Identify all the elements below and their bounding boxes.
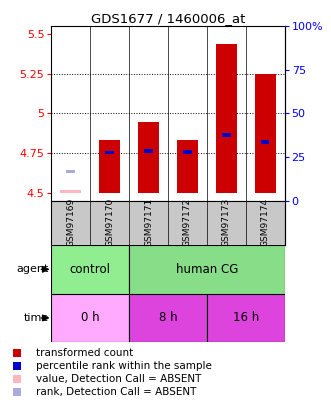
Text: GSM97169: GSM97169 <box>66 198 75 247</box>
Bar <box>99 140 120 193</box>
Text: GSM97171: GSM97171 <box>144 198 153 247</box>
Title: GDS1677 / 1460006_at: GDS1677 / 1460006_at <box>91 12 245 25</box>
Text: 16 h: 16 h <box>233 311 259 324</box>
Text: time: time <box>24 313 49 323</box>
Bar <box>105 151 114 154</box>
Bar <box>60 190 81 193</box>
Bar <box>51 200 285 245</box>
Text: value, Detection Call = ABSENT: value, Detection Call = ABSENT <box>36 374 202 384</box>
Bar <box>51 245 129 294</box>
Text: GSM97174: GSM97174 <box>261 198 270 247</box>
Bar <box>183 150 192 153</box>
Text: transformed count: transformed count <box>36 348 134 358</box>
Text: GSM97170: GSM97170 <box>105 198 114 247</box>
Bar <box>215 44 237 193</box>
Text: percentile rank within the sample: percentile rank within the sample <box>36 361 212 371</box>
Bar <box>255 74 276 193</box>
Bar <box>129 294 207 342</box>
Text: rank, Detection Call = ABSENT: rank, Detection Call = ABSENT <box>36 386 197 396</box>
Text: agent: agent <box>17 264 49 274</box>
Bar <box>138 122 159 193</box>
Bar <box>51 294 129 342</box>
Text: human CG: human CG <box>176 263 238 276</box>
Text: 0 h: 0 h <box>81 311 100 324</box>
Text: control: control <box>70 263 111 276</box>
Bar <box>222 133 231 136</box>
Bar <box>67 170 75 173</box>
Text: 8 h: 8 h <box>159 311 177 324</box>
Text: GSM97172: GSM97172 <box>183 198 192 247</box>
Bar <box>207 294 285 342</box>
Text: GSM97173: GSM97173 <box>222 198 231 247</box>
Bar <box>261 140 269 144</box>
Bar <box>129 245 285 294</box>
Bar <box>177 140 198 193</box>
Bar <box>144 149 153 153</box>
